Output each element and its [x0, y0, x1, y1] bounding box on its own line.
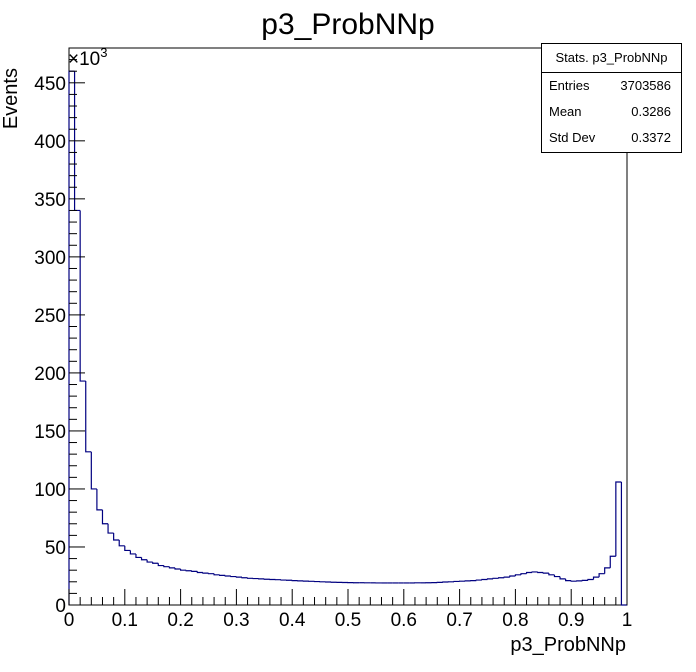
histogram-bin: [475, 579, 482, 581]
histogram-bin: [565, 578, 572, 582]
histogram-bin: [509, 575, 516, 578]
stats-row-stddev: Std Dev 0.3372: [542, 125, 681, 151]
stats-title: Stats. p3_ProbNNp: [542, 44, 681, 73]
y-multiplier-base: ×10: [68, 49, 100, 70]
x-tick-label: 1: [622, 610, 633, 631]
stats-row-mean: Mean 0.3286: [542, 99, 681, 125]
histogram-bin: [587, 578, 594, 581]
x-tick-label: 0.2: [167, 610, 193, 631]
histogram-bin: [185, 570, 192, 572]
histogram-bin: [168, 566, 176, 569]
histogram-bin: [174, 567, 181, 570]
histogram-bin: [598, 573, 605, 578]
histogram-bin: [85, 381, 92, 453]
histogram-bin: [96, 488, 103, 511]
histogram-bin: [107, 523, 114, 534]
histogram-bin: [90, 451, 97, 490]
histogram-bin: [486, 578, 494, 580]
histogram-bin: [135, 553, 142, 559]
x-tick-label: 0: [64, 610, 75, 631]
y-multiplier: ×103: [68, 45, 107, 70]
histogram-bin: [241, 577, 248, 579]
histogram-bin: [531, 571, 538, 573]
histogram-bin: [230, 575, 237, 578]
histogram-bin: [219, 574, 226, 577]
histogram-bin: [79, 210, 86, 382]
chart-title: p3_ProbNNp: [261, 8, 434, 41]
histogram-bin: [129, 550, 136, 555]
x-axis-label: p3_ProbNNp: [510, 634, 626, 656]
y-tick-label: 200: [34, 364, 66, 385]
x-tick-label: 0.5: [335, 610, 361, 631]
histogram-bin: [157, 563, 164, 567]
histogram-bin: [196, 571, 203, 574]
y-tick-label: 300: [34, 248, 66, 269]
histogram-bin: [548, 573, 555, 576]
y-tick-label: 450: [34, 74, 66, 95]
x-axis-ticks: 0 0.1 0.2 0.3 0.4 0.5 0.6 0.7 0.8 0.9 1: [64, 589, 633, 631]
histogram-bin: [140, 557, 148, 561]
stats-key: Mean: [549, 104, 582, 119]
y-tick-label: 0: [55, 596, 66, 617]
histogram-bin: [615, 481, 622, 557]
histogram-bin: [118, 540, 125, 547]
y-axis-ticks: 0 50 100 150 200 250 300 350 400 450: [34, 59, 85, 617]
y-tick-label: 150: [34, 422, 66, 443]
histogram-bin: [525, 571, 533, 574]
histogram-bin: [113, 533, 120, 541]
histogram-bin: [246, 577, 254, 579]
y-tick-label: 250: [34, 306, 66, 327]
histogram-bin: [191, 570, 198, 572]
stats-key: Entries: [549, 78, 590, 93]
x-tick-label: 0.1: [112, 610, 138, 631]
stats-row-entries: Entries 3703586: [542, 73, 681, 99]
stats-key: Std Dev: [549, 130, 596, 145]
histogram-bin: [124, 545, 131, 552]
x-tick-label: 0.8: [502, 610, 528, 631]
histogram-bin: [481, 578, 488, 581]
y-multiplier-exponent: 3: [100, 45, 107, 60]
histogram-bin: [503, 576, 510, 578]
x-tick-label: 0.6: [391, 610, 417, 631]
histogram-bin: [498, 577, 505, 579]
histogram-bin: [553, 574, 561, 578]
histogram-bin: [213, 573, 220, 576]
x-tick-label: 0.7: [446, 610, 472, 631]
histogram-bin: [520, 573, 527, 575]
stats-value: 0.3286: [631, 104, 671, 119]
histogram-bin: [604, 567, 611, 574]
histogram-bin: [492, 577, 499, 579]
histogram-bin: [224, 575, 231, 577]
histogram-bin: [101, 509, 109, 525]
histogram-bin: [559, 576, 566, 580]
x-tick-label: 0.9: [558, 610, 584, 631]
histogram-bin: [180, 569, 187, 571]
histogram-bin: [207, 573, 215, 575]
histogram-bin: [542, 572, 549, 574]
histogram-bin: [152, 562, 159, 564]
stats-value: 3703586: [620, 78, 671, 93]
histogram-bin: [202, 572, 209, 574]
y-tick-label: 400: [34, 132, 66, 153]
y-axis-label: Events: [0, 68, 22, 129]
x-tick-label: 0.4: [279, 610, 306, 631]
stats-value: 0.3372: [631, 130, 671, 145]
histogram-bin: [163, 565, 170, 568]
histogram-bin: [146, 559, 153, 563]
histogram-bin: [235, 576, 242, 578]
histogram-bin: [514, 574, 521, 576]
histogram-bin: [620, 481, 627, 606]
histogram-bin: [570, 580, 577, 582]
stats-box: Stats. p3_ProbNNp Entries 3703586 Mean 0…: [541, 43, 682, 153]
histogram-bin: [592, 576, 600, 580]
y-tick-label: 50: [45, 538, 66, 559]
histogram-bin: [537, 571, 544, 574]
y-tick-label: 100: [34, 480, 66, 501]
histogram-bin: [609, 555, 616, 568]
x-tick-label: 0.3: [223, 610, 249, 631]
y-tick-label: 350: [34, 190, 66, 211]
